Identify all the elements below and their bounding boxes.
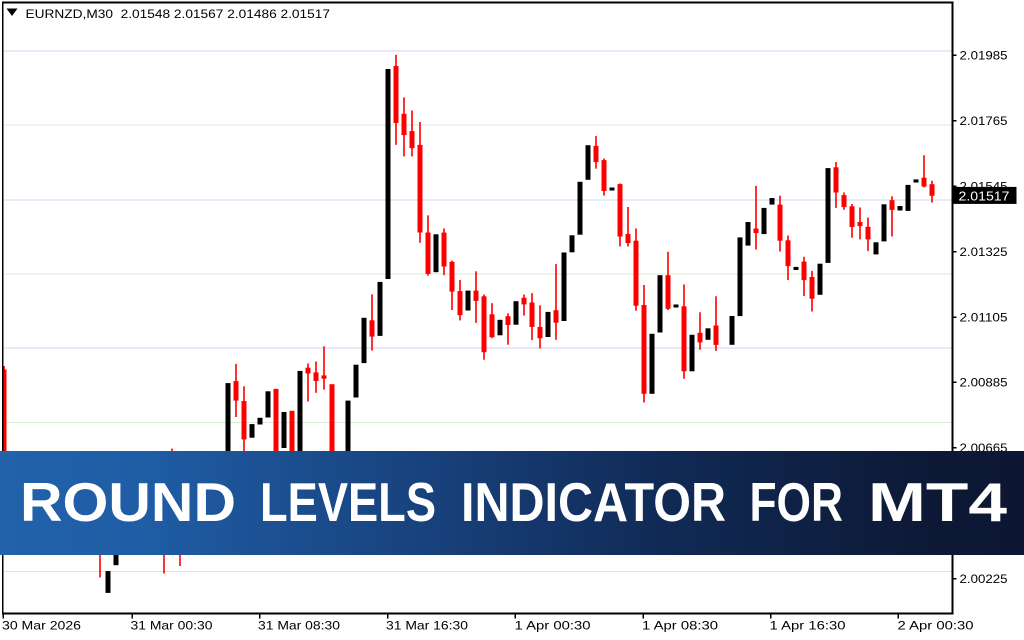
svg-text:1 Apr 00:30: 1 Apr 00:30 bbox=[515, 619, 591, 633]
svg-text:2.01105: 2.01105 bbox=[960, 310, 1008, 324]
svg-text:31 Mar 00:30: 31 Mar 00:30 bbox=[131, 619, 213, 633]
svg-text:EURNZD,M30 2.01548 2.01567 2.: EURNZD,M30 2.01548 2.01567 2.01486 2.015… bbox=[26, 7, 331, 21]
svg-text:1 Apr 16:30: 1 Apr 16:30 bbox=[770, 619, 846, 633]
svg-text:LEVELS: LEVELS bbox=[260, 471, 436, 533]
svg-text:2 Apr 00:30: 2 Apr 00:30 bbox=[898, 619, 974, 633]
svg-text:2.01765: 2.01765 bbox=[960, 114, 1008, 128]
svg-text:1 Apr 08:30: 1 Apr 08:30 bbox=[642, 619, 718, 633]
svg-text:2.00885: 2.00885 bbox=[960, 376, 1008, 390]
svg-text:2.01325: 2.01325 bbox=[960, 245, 1008, 259]
svg-text:31 Mar 08:30: 31 Mar 08:30 bbox=[258, 619, 340, 633]
svg-text:30 Mar 2026: 30 Mar 2026 bbox=[2, 619, 81, 633]
svg-text:ROUND: ROUND bbox=[20, 471, 236, 533]
svg-text:INDICATOR: INDICATOR bbox=[461, 471, 726, 533]
svg-text:2.00225: 2.00225 bbox=[960, 572, 1008, 586]
svg-text:31 Mar 16:30: 31 Mar 16:30 bbox=[386, 619, 468, 633]
svg-text:2.01517: 2.01517 bbox=[959, 189, 1010, 203]
svg-text:MT4: MT4 bbox=[868, 471, 1008, 533]
svg-text:FOR: FOR bbox=[750, 471, 844, 533]
svg-text:2.01985: 2.01985 bbox=[960, 49, 1008, 63]
